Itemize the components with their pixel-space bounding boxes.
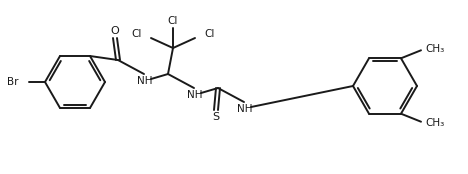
Text: NH: NH: [187, 90, 203, 100]
Text: NH: NH: [137, 76, 153, 86]
Text: O: O: [110, 26, 119, 36]
Text: S: S: [212, 112, 219, 122]
Text: CH₃: CH₃: [425, 44, 445, 54]
Text: Cl: Cl: [132, 29, 142, 39]
Text: Cl: Cl: [168, 16, 178, 26]
Text: CH₃: CH₃: [425, 118, 445, 128]
Text: Br: Br: [7, 77, 19, 87]
Text: NH: NH: [237, 104, 253, 114]
Text: Cl: Cl: [204, 29, 214, 39]
